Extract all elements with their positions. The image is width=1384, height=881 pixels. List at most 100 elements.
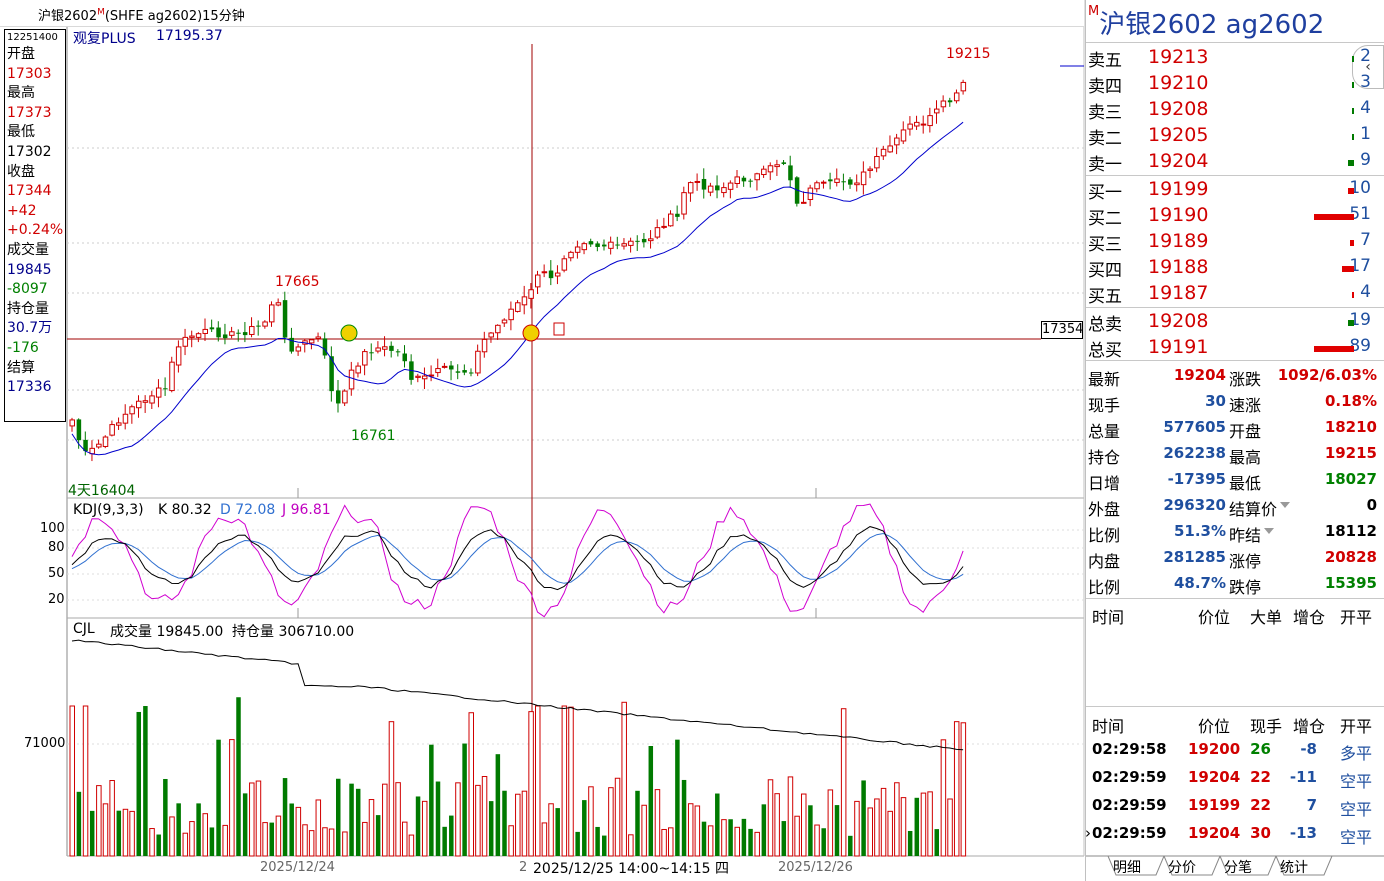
bid-row[interactable]: 买二 19190 51 bbox=[1086, 202, 1384, 229]
trade-row[interactable]: 02:29:59 19199 22 7 空平 bbox=[1086, 792, 1384, 820]
bid-row[interactable]: 买一 19199 10 bbox=[1086, 176, 1384, 203]
candle-up bbox=[687, 182, 694, 194]
stat-label: 最低 bbox=[1229, 474, 1262, 493]
stat-value: 18210 bbox=[1324, 418, 1377, 436]
divider bbox=[1086, 706, 1384, 707]
ask-row[interactable]: 卖一 19204 9 bbox=[1086, 148, 1384, 175]
stat-value: 51.3% bbox=[1173, 522, 1226, 540]
candle-up bbox=[767, 165, 774, 173]
row-label: 卖三 bbox=[1088, 103, 1122, 123]
oi-value: 30.7万 bbox=[7, 320, 53, 337]
candle-up bbox=[867, 168, 873, 171]
ask-row[interactable]: 卖四 19210 3 bbox=[1086, 70, 1384, 97]
volume-bar-up bbox=[854, 800, 860, 857]
volume-bar bbox=[1348, 160, 1354, 166]
candle-down bbox=[828, 179, 833, 182]
volume-bar-up bbox=[614, 777, 621, 857]
volume-bar-down bbox=[675, 739, 680, 856]
volume-bar-up bbox=[182, 832, 189, 857]
volume-bar-up bbox=[794, 815, 800, 857]
volume-bar-down bbox=[761, 804, 767, 856]
dropdown-icon[interactable] bbox=[1280, 502, 1290, 508]
candle-down bbox=[242, 332, 248, 336]
big-order-header-size: 大单 bbox=[1250, 608, 1283, 627]
candle-down bbox=[76, 419, 82, 441]
candle-up bbox=[621, 243, 627, 247]
candle-up bbox=[202, 328, 208, 334]
stat-value: 1092/6.03% bbox=[1277, 366, 1377, 384]
row-label: 卖四 bbox=[1088, 77, 1122, 97]
trade-row[interactable]: 02:29:59 19204 22 -11 空平 bbox=[1086, 764, 1384, 792]
collapse-left-icon[interactable]: ‹ bbox=[1352, 45, 1384, 89]
tab-stats[interactable]: 统计 bbox=[1280, 860, 1308, 876]
bid-row[interactable]: 买三 19189 7 bbox=[1086, 228, 1384, 255]
volume-bar-up bbox=[69, 705, 75, 857]
volume-bar-down bbox=[163, 778, 168, 856]
stat-value: 0.18% bbox=[1324, 392, 1377, 410]
trade-row[interactable]: 02:29:58 19200 26 -8 多平 bbox=[1086, 736, 1384, 764]
volume-bar-up bbox=[628, 834, 634, 857]
high-value: 17373 bbox=[7, 104, 52, 121]
tab-price-dist[interactable]: 分价 bbox=[1168, 860, 1196, 876]
trade-time: 02:29:59 bbox=[1092, 768, 1167, 786]
volume-change-value: -8097 bbox=[7, 281, 48, 298]
trough-price-label: 16761 bbox=[351, 428, 396, 444]
candle-up bbox=[960, 81, 967, 92]
candle-up bbox=[953, 92, 960, 102]
trade-row[interactable]: › 02:29:59 19204 30 -13 空平 bbox=[1085, 820, 1384, 848]
candle-up bbox=[774, 164, 780, 168]
row-label: 买一 bbox=[1088, 183, 1122, 203]
kdj-k-label: K 80.32 bbox=[158, 502, 212, 518]
kdj-tick-80: 80 bbox=[48, 540, 65, 555]
row-label: 买二 bbox=[1088, 209, 1122, 229]
candle-up bbox=[421, 375, 428, 380]
low-value: 17302 bbox=[7, 143, 52, 160]
row-volume: 4 bbox=[1360, 282, 1371, 302]
open-value: 17303 bbox=[7, 65, 52, 82]
volume-bar-up bbox=[368, 799, 375, 857]
stat-value: 20828 bbox=[1324, 548, 1377, 566]
tab-ticks[interactable]: 分笔 bbox=[1224, 860, 1252, 876]
volume-bar bbox=[1352, 292, 1354, 298]
close-label: 收盘 bbox=[7, 163, 35, 180]
candle-down bbox=[163, 388, 168, 390]
candle-up bbox=[754, 173, 760, 181]
volume-bar-up bbox=[468, 712, 474, 857]
bid-row[interactable]: 买四 19188 17 bbox=[1086, 254, 1384, 281]
chart-canvas[interactable] bbox=[0, 0, 1085, 881]
volume-bar bbox=[1314, 346, 1354, 352]
trade-type: 多平 bbox=[1340, 744, 1373, 763]
candle-up bbox=[295, 346, 302, 352]
volume-bar-up bbox=[894, 782, 900, 857]
volume-bar-up bbox=[475, 784, 481, 857]
volume-bar-down bbox=[282, 778, 288, 856]
volume-bar-down bbox=[242, 793, 248, 856]
candle-down bbox=[469, 372, 474, 374]
volume-bar-down bbox=[781, 821, 787, 856]
row-volume: 7 bbox=[1360, 230, 1371, 250]
total-row[interactable]: 总买 19191 89 bbox=[1086, 334, 1384, 361]
ask-row[interactable]: 卖三 19208 4 bbox=[1086, 96, 1384, 123]
candle-up bbox=[481, 338, 488, 353]
candle-down bbox=[748, 180, 753, 182]
row-volume: 51 bbox=[1349, 204, 1371, 224]
candle-up bbox=[96, 443, 102, 448]
volume-bar-down bbox=[415, 796, 421, 856]
candle-up bbox=[528, 289, 534, 299]
stat-value: 30 bbox=[1205, 392, 1226, 410]
volume-bar-up bbox=[382, 783, 388, 857]
candle-down bbox=[329, 356, 334, 392]
dropdown-icon[interactable] bbox=[1264, 528, 1274, 534]
volume-bar-up bbox=[953, 721, 960, 857]
volume-bar-up bbox=[149, 828, 155, 857]
ask-row[interactable]: 卖五 19213 2 bbox=[1086, 44, 1384, 71]
trade-type: 空平 bbox=[1340, 828, 1373, 847]
bid-row[interactable]: 买五 19187 4 bbox=[1086, 280, 1384, 307]
tab-detail[interactable]: 明细 bbox=[1113, 860, 1141, 876]
close-value: 17344 bbox=[7, 183, 52, 200]
stat-value: 18112 bbox=[1324, 522, 1377, 540]
volume-bar-up bbox=[774, 793, 780, 857]
ask-row[interactable]: 卖二 19205 1 bbox=[1086, 122, 1384, 149]
volume-bar-down bbox=[907, 830, 913, 856]
total-row[interactable]: 总卖 19208 19 bbox=[1086, 308, 1384, 335]
